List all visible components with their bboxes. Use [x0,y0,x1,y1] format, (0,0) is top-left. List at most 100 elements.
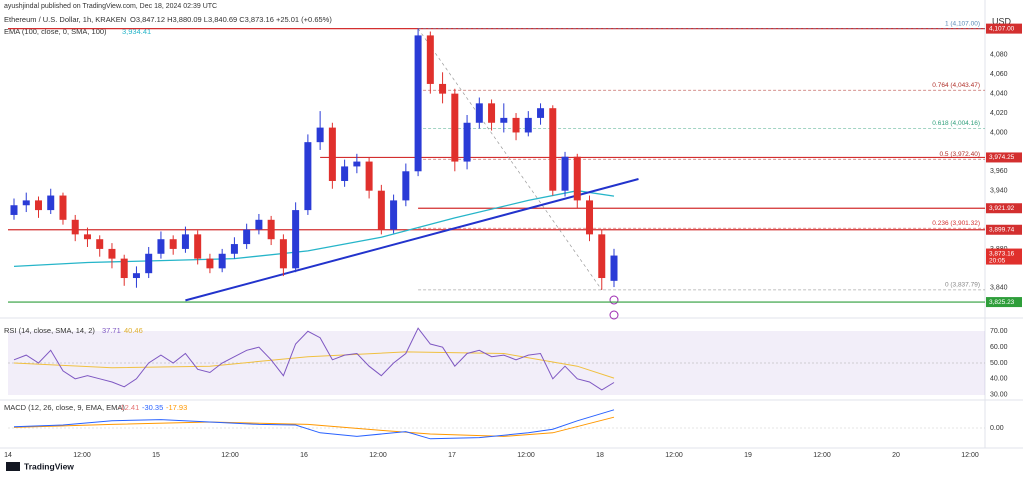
symbol: Ethereum / U.S. Dollar, 1h, KRAKEN [4,15,126,24]
x-tick-label: 18 [596,452,604,459]
candle-body [34,200,42,211]
event-icon[interactable] [609,295,619,305]
x-tick-label: 16 [300,452,308,459]
candle-body [255,219,263,230]
candle-body [194,234,202,259]
x-tick-label: 12:00 [813,452,831,459]
candle-body [157,239,165,254]
candle-body [267,219,275,240]
trendline [185,178,639,302]
rsi-tick-label: 60.00 [990,344,1008,351]
fib-label: 0.618 (4,004.16) [932,120,980,127]
level-label-box [986,224,1022,235]
candle-body [292,210,300,269]
macd-name: MACD (12, 26, close, 9, EMA, EMA) [4,403,125,412]
candle-body [439,83,447,94]
x-tick-label: 17 [448,452,456,459]
candle-body [598,234,606,279]
candle-body [561,156,569,191]
x-tick-label: 12:00 [961,452,979,459]
macd-line [13,409,615,440]
rsi-ma-value: 40.46 [124,326,143,335]
level-label: 3,921.92 [989,205,1015,212]
fib-label: 0.764 (4,043.47) [932,82,980,89]
candle-body [488,103,496,123]
y-tick-label: 3,840 [990,285,1008,292]
x-tick-label: 12:00 [369,452,387,459]
candle-body [426,35,434,84]
fib-label: 0 (3,837.79) [945,282,980,289]
candle-body [451,93,459,162]
candle-body [537,108,545,118]
currency: USD [992,16,1012,26]
candle-body [573,156,581,201]
candle-body [279,239,287,269]
candle-body [512,117,520,133]
rsi-value: 37.71 [102,326,121,335]
candle-body [414,35,422,172]
level-label-box [986,23,1022,34]
candle-body [132,273,140,279]
candle-body [145,253,153,274]
fib-diagonal [417,28,603,291]
candle-body [71,219,79,235]
y-tick-label: 4,060 [990,71,1008,78]
x-tick-label: 15 [152,452,160,459]
footer-logo [6,462,20,471]
rsi-tick-label: 50.00 [990,360,1008,367]
y-tick-label: 3,960 [990,168,1008,175]
level-label-box [986,152,1022,163]
candle-body [120,258,128,279]
ema-value: 3,934.41 [122,27,151,36]
y-tick-label: 4,080 [990,52,1008,59]
x-tick-label: 12:00 [517,452,535,459]
rsi-line [13,327,615,391]
ema-name: EMA (100, close, 0, SMA, 100) [4,27,107,36]
last-price-label: 3,873.16 [989,250,1015,257]
rsi-name: RSI (14, close, SMA, 14, 2) [4,326,95,335]
macd-value: -30.35 [142,403,163,412]
ohlc-header: O3,847.12 H3,880.09 L3,840.69 C3,873.16 … [130,15,332,24]
x-tick-label: 12:00 [73,452,91,459]
rsi-tick-label: 30.00 [990,392,1008,399]
candle-body [304,142,312,211]
candle-body [83,234,91,240]
x-tick-label: 12:00 [221,452,239,459]
rsi-ma-line [13,351,615,379]
rsi-tick-label: 70.00 [990,328,1008,335]
fib-label: 0.5 (3,972.40) [940,151,980,158]
level-label-box [986,297,1022,308]
fib-label: 1 (4,107.00) [945,20,980,27]
candle-body [328,127,336,181]
level-label: 4,107.00 [989,25,1015,32]
candle-body [10,205,18,215]
level-label-box [986,203,1022,214]
level-label: 3,974.25 [989,154,1015,161]
candle-body [243,229,251,245]
x-tick-label: 12:00 [665,452,683,459]
event-icon[interactable] [609,310,619,320]
macd-hist-value: -12.41 [118,403,139,412]
candle-body [108,248,116,259]
candle-body [96,239,104,249]
fib-label: 0.236 (3,901.32) [932,220,980,227]
candle-body [169,239,177,249]
y-tick-label: 3,940 [990,188,1008,195]
footer: TradingView [24,461,74,471]
candle-body [475,103,483,123]
publisher: ayushjindal published on TradingView.com… [4,3,217,10]
y-tick-label: 4,040 [990,90,1008,97]
candle-body [47,195,55,211]
rsi-tick-label: 40.00 [990,376,1008,383]
candle-body [59,195,67,220]
candle-body [353,161,361,167]
candle-body [206,258,214,269]
candle-body [181,234,189,249]
level-label: 3,899.74 [989,226,1015,233]
candle-body [524,117,532,133]
macd-tick-label: 0.00 [990,425,1004,432]
candle-body [390,200,398,230]
candle-body [22,200,30,206]
